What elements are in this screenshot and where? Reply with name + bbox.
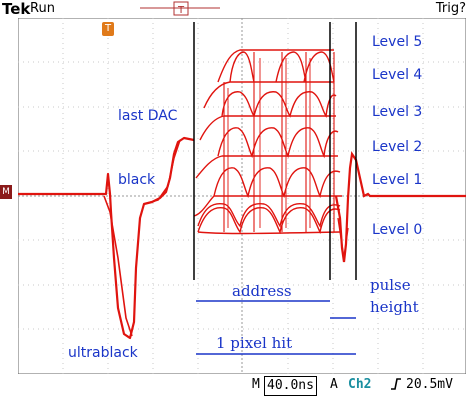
status-bar: Tek Run T Trig? — [0, 0, 474, 18]
rising-edge-icon — [390, 376, 402, 394]
pixel-hit-label: 1 pixel hit — [216, 334, 293, 352]
annotation-lines — [196, 300, 356, 355]
cursor-lines — [193, 22, 357, 280]
waveform-display — [18, 18, 466, 374]
height-label: height — [370, 298, 419, 316]
timebase-readout[interactable]: 40.0ns — [264, 376, 317, 396]
waveform-trace — [18, 136, 195, 340]
brand-logo: Tek — [2, 0, 31, 18]
ultrablack-label: ultrablack — [68, 345, 138, 361]
trigger-channel[interactable]: Ch2 — [348, 377, 372, 392]
settings-bar: M 40.0ns A Ch2 20.5mV — [0, 376, 474, 396]
level-1-label: Level 1 — [372, 172, 423, 188]
trigger-source-prefix: A — [330, 377, 338, 392]
channel-ground-marker[interactable]: M — [0, 185, 12, 199]
trigger-status: Trig? — [435, 1, 466, 16]
address-label: address — [232, 282, 292, 300]
level-4-label: Level 4 — [372, 67, 423, 83]
timebase-prefix: M — [252, 377, 260, 392]
last-dac-label: last DAC — [118, 108, 178, 124]
acquisition-state: Run — [30, 1, 55, 16]
trigger-marker[interactable]: T — [102, 22, 114, 36]
waveform-trace-right — [334, 150, 466, 263]
pulse-label: pulse — [370, 276, 411, 294]
level-2-label: Level 2 — [372, 139, 423, 155]
level-3-label: Level 3 — [372, 104, 423, 120]
black-label: black — [118, 172, 156, 188]
level-0-label: Level 0 — [372, 222, 423, 238]
trigger-position-indicator[interactable]: T — [140, 0, 220, 18]
svg-text:T: T — [177, 5, 185, 16]
trigger-level-readout[interactable]: 20.5mV — [406, 377, 453, 392]
level-5-label: Level 5 — [372, 34, 423, 50]
pixel-eye-diagram — [193, 49, 342, 235]
